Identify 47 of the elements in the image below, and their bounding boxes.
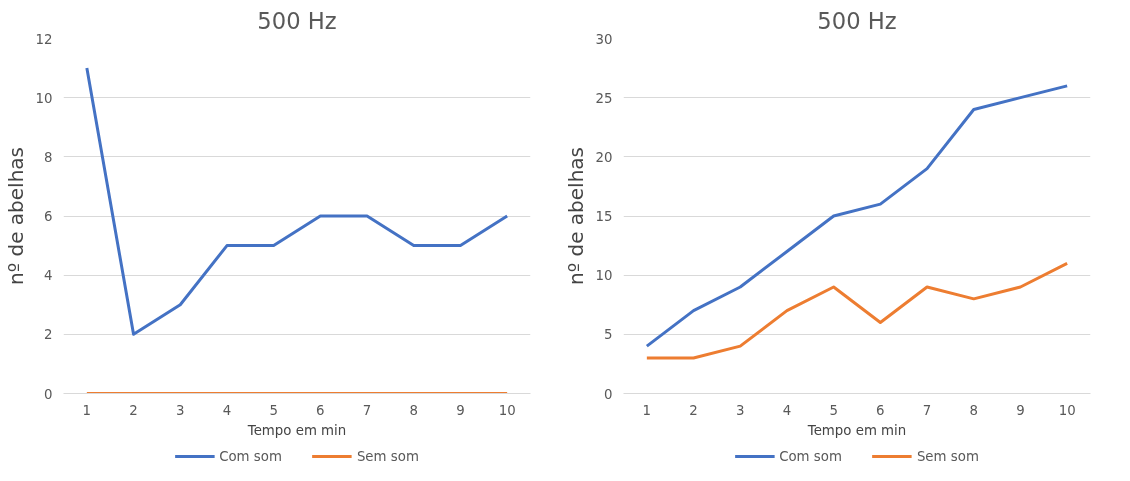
y-tick-label: 6 bbox=[44, 209, 53, 224]
x-tick-label: 7 bbox=[362, 402, 372, 418]
legend-label: Sem som bbox=[916, 448, 979, 464]
line-series bbox=[645, 84, 1069, 348]
x-tick-label: 2 bbox=[689, 402, 698, 418]
x-tick-label: 5 bbox=[269, 402, 278, 418]
legend-label: Com som bbox=[219, 448, 282, 464]
x-axis-title: Tempo em min bbox=[246, 422, 347, 438]
y-tick-label: 10 bbox=[595, 268, 613, 284]
line-series bbox=[85, 66, 509, 336]
x-tick-label: 9 bbox=[1016, 402, 1025, 418]
y-tick-label: 4 bbox=[44, 268, 53, 284]
y-tick-label: 8 bbox=[44, 149, 53, 165]
x-tick-label: 8 bbox=[969, 402, 978, 418]
x-tick-label: 8 bbox=[409, 402, 418, 418]
x-tick-label: 6 bbox=[316, 402, 325, 418]
y-axis-title: nº de abelhas bbox=[3, 147, 28, 285]
x-tick-label: 1 bbox=[642, 402, 652, 418]
legend-label: Com som bbox=[779, 448, 842, 464]
legend-label: Sem som bbox=[356, 448, 419, 464]
x-axis-title: Tempo em min bbox=[806, 422, 907, 438]
x-tick-label: 10 bbox=[1058, 402, 1076, 418]
x-tick-label: 9 bbox=[456, 402, 465, 418]
x-tick-label: 1 bbox=[82, 402, 92, 418]
chart-title: 500 Hz bbox=[257, 7, 337, 34]
x-tick-label: 2 bbox=[129, 402, 138, 418]
y-tick-label: 5 bbox=[604, 327, 613, 343]
y-tick-label: 25 bbox=[595, 90, 613, 106]
chart-title: 500 Hz bbox=[817, 7, 897, 34]
y-tick-label: 15 bbox=[595, 209, 613, 224]
x-tick-label: 3 bbox=[176, 402, 185, 418]
y-tick-label: 2 bbox=[44, 327, 53, 343]
y-tick-label: 0 bbox=[604, 386, 613, 402]
x-tick-label: 10 bbox=[498, 402, 516, 418]
y-tick-label: 0 bbox=[44, 386, 53, 402]
x-tick-label: 5 bbox=[829, 402, 838, 418]
x-tick-label: 7 bbox=[922, 402, 932, 418]
y-tick-label: 20 bbox=[595, 149, 613, 165]
x-tick-label: 6 bbox=[876, 402, 885, 418]
x-tick-label: 4 bbox=[222, 402, 232, 418]
y-tick-label: 30 bbox=[595, 31, 613, 47]
x-tick-label: 3 bbox=[736, 402, 745, 418]
line-series bbox=[645, 261, 1069, 360]
y-tick-label: 10 bbox=[35, 90, 53, 106]
y-axis-title: nº de abelhas bbox=[563, 147, 588, 285]
x-tick-label: 4 bbox=[782, 402, 792, 418]
y-tick-label: 12 bbox=[35, 31, 53, 47]
